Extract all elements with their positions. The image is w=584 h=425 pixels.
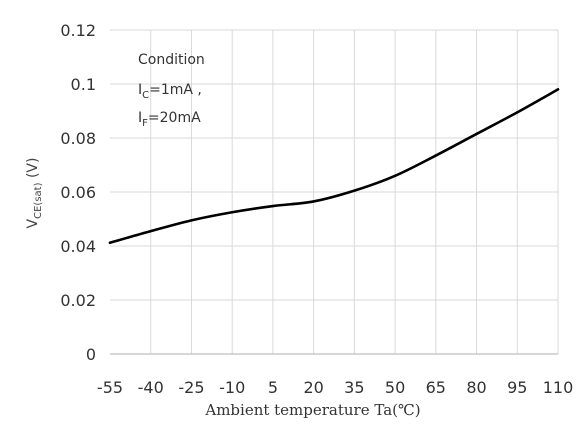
data-point bbox=[271, 204, 275, 208]
y-axis-title: VCE(sat) (V) bbox=[25, 158, 44, 229]
x-tick-label: 35 bbox=[344, 378, 364, 397]
y-tick-labels: 0 0.02 0.04 0.06 0.08 0.1 0.12 bbox=[60, 21, 96, 364]
x-tick-label: -25 bbox=[178, 378, 204, 397]
data-point bbox=[475, 132, 478, 136]
data-point bbox=[516, 111, 519, 114]
x-tick-label: 50 bbox=[385, 378, 405, 397]
y-tick-label: 0 bbox=[86, 345, 96, 364]
y-axis-title-main: V bbox=[25, 218, 41, 228]
x-tick-labels: -55 -40 -25 -10 5 20 35 50 65 80 95 110 bbox=[97, 378, 573, 397]
x-tick-label: -10 bbox=[219, 378, 245, 397]
grid bbox=[110, 29, 559, 354]
data-point bbox=[230, 211, 234, 214]
y-tick-label: 0.12 bbox=[60, 21, 96, 40]
y-tick-label: 0.06 bbox=[60, 183, 96, 202]
condition-line-if: IF=20mA bbox=[138, 110, 201, 129]
x-tick-label: 95 bbox=[507, 378, 527, 397]
y-axis-title-unit: (V) bbox=[25, 158, 41, 183]
series-line bbox=[108, 88, 560, 245]
x-tick-label: 20 bbox=[303, 378, 323, 397]
data-point bbox=[556, 88, 560, 91]
x-tick-label: -40 bbox=[138, 378, 164, 397]
condition-if-main: I bbox=[138, 110, 142, 126]
condition-annotation: Condition IC=1mA , IF=20mA bbox=[138, 52, 205, 129]
y-tick-label: 0.04 bbox=[60, 237, 96, 256]
condition-line-ic: IC=1mA , bbox=[138, 82, 202, 101]
data-point bbox=[108, 241, 112, 244]
data-point bbox=[312, 200, 315, 203]
y-axis-title-sub: CE(sat) bbox=[33, 182, 44, 218]
data-point bbox=[393, 174, 397, 177]
data-point bbox=[149, 229, 152, 233]
condition-title: Condition bbox=[138, 52, 205, 68]
y-tick-label: 0.08 bbox=[60, 129, 96, 148]
condition-ic-rest: =1mA , bbox=[149, 82, 202, 98]
x-tick-label: 65 bbox=[426, 378, 446, 397]
x-tick-label: 110 bbox=[543, 378, 574, 397]
x-tick-label: 80 bbox=[466, 378, 486, 397]
x-tick-label: 5 bbox=[268, 378, 278, 397]
condition-if-sub: F bbox=[142, 118, 148, 129]
x-tick-label: -55 bbox=[97, 378, 123, 397]
data-point bbox=[190, 219, 193, 222]
data-point bbox=[434, 154, 438, 157]
x-axis-title: Ambient temperature Ta(℃) bbox=[204, 401, 420, 419]
y-tick-label: 0.1 bbox=[71, 75, 96, 94]
data-point bbox=[353, 189, 356, 192]
condition-if-rest: =20mA bbox=[148, 110, 201, 126]
data-points bbox=[108, 88, 560, 244]
condition-ic-sub: C bbox=[142, 90, 149, 101]
condition-ic-main: I bbox=[138, 82, 142, 98]
y-tick-label: 0.02 bbox=[60, 291, 96, 310]
